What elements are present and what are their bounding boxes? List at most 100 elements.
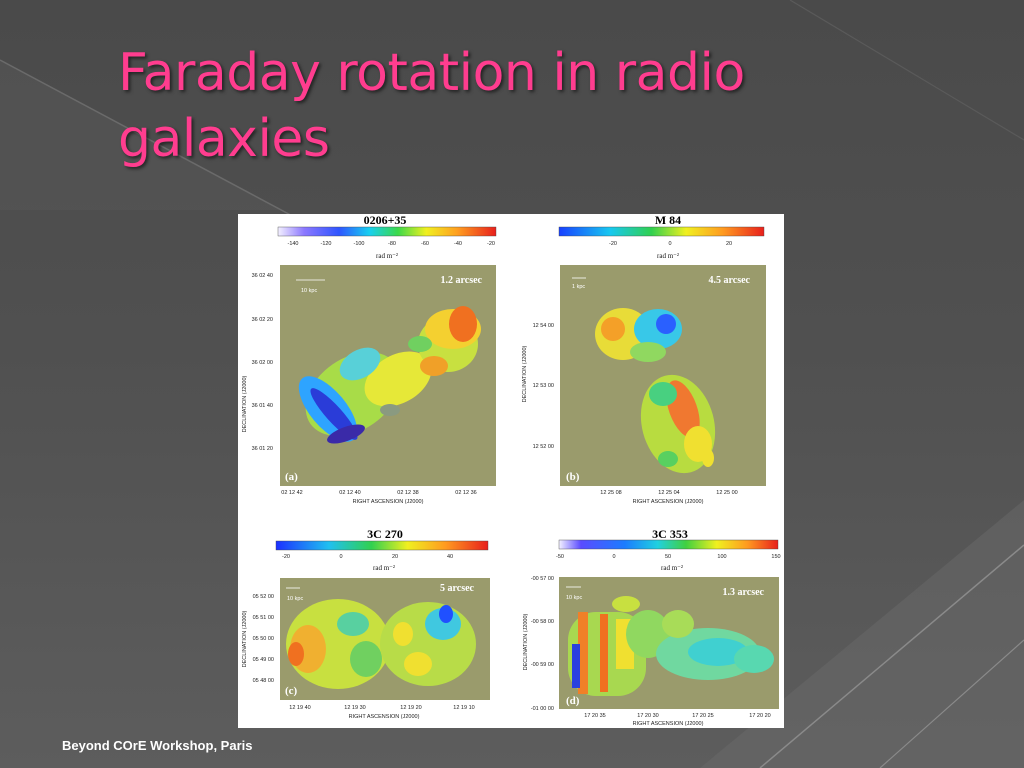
panel-a-title: 0206+35 <box>364 214 407 227</box>
panel-b-colorbar-ticks: -20 0 20 <box>609 241 732 247</box>
panel-c-label: (c) <box>285 685 298 697</box>
panel-c-ra-tick: 12 19 20 <box>400 705 421 711</box>
panel-a-ra-tick: 02 12 38 <box>397 490 418 496</box>
panel-c-dec-ticks: 05 52 00 05 51 00 05 50 00 05 49 00 05 4… <box>253 594 274 684</box>
panel-d-ra-tick: 17 20 25 <box>692 713 713 719</box>
panel-a-dec-tick: 36 02 20 <box>252 317 273 323</box>
panel-d-cb-tick: 50 <box>665 554 671 560</box>
panel-a: 0206+35 -140 -120 -100 -80 -60 -40 -20 r… <box>242 213 497 505</box>
panel-d-ra-tick: 17 20 30 <box>637 713 658 719</box>
panel-a-cb-tick: -20 <box>487 241 495 247</box>
panel-a-cb-tick: -60 <box>421 241 429 247</box>
panel-c-colorbar <box>275 540 489 551</box>
panel-d-scale-label: 10 kpc <box>566 595 582 601</box>
panel-a-cb-tick: -80 <box>388 241 396 247</box>
panel-c-cb-tick: -20 <box>282 554 290 560</box>
panel-d-dec-tick: -00 58 00 <box>531 619 554 625</box>
slide-title: Faraday rotation in radio galaxies <box>118 43 745 169</box>
panel-c: 3C 270 -20 0 20 40 rad m⁻² 10 kpc 5 arcs… <box>242 527 490 720</box>
panel-d-dec-tick: -00 59 00 <box>531 662 554 668</box>
panel-a-ra-tick: 02 12 42 <box>281 490 302 496</box>
panel-b-dec-tick: 12 52 00 <box>533 444 554 450</box>
panel-b-dec-tick: 12 53 00 <box>533 383 554 389</box>
panel-b-scale-label: 1 kpc <box>572 284 585 290</box>
panel-c-ra-tick: 12 19 40 <box>289 705 310 711</box>
faraday-rm-figure: 0206+35 -140 -120 -100 -80 -60 -40 -20 r… <box>238 213 784 728</box>
panel-b-ra-tick: 12 25 08 <box>600 490 621 496</box>
panel-d-resolution: 1.3 arcsec <box>723 587 765 598</box>
panel-d-cb-tick: 100 <box>717 554 726 560</box>
panel-a-scale-label: 10 kpc <box>301 288 317 294</box>
panel-a-rm-image <box>298 306 481 444</box>
panel-c-dec-tick: 05 51 00 <box>253 615 274 621</box>
panel-d-cb-tick: -50 <box>556 554 564 560</box>
panel-a-ra-ticks: 02 12 42 02 12 40 02 12 38 02 12 36 <box>281 490 476 496</box>
panel-c-dec-tick: 05 49 00 <box>253 657 274 663</box>
panel-d-ra-tick: 17 20 35 <box>584 713 605 719</box>
panel-c-xlabel: RIGHT ASCENSION (J2000) <box>349 714 420 720</box>
panel-c-resolution: 5 arcsec <box>440 583 475 594</box>
panel-d-colorbar <box>558 539 779 550</box>
panel-d-label: (d) <box>566 695 580 707</box>
panel-a-cb-tick: -120 <box>320 241 331 247</box>
panel-a-colorbar-ticks: -140 -120 -100 -80 -60 -40 -20 <box>287 241 494 247</box>
panel-c-ra-tick: 12 19 30 <box>344 705 365 711</box>
panel-d-ra-tick: 17 20 20 <box>749 713 770 719</box>
panel-c-unit: rad m⁻² <box>373 564 395 572</box>
panel-c-title: 3C 270 <box>367 527 403 541</box>
panel-d-dec-ticks: -00 57 00 -00 58 00 -00 59 00 -01 00 00 <box>531 576 554 712</box>
panel-d-colorbar-ticks: -50 0 50 100 150 <box>556 554 781 560</box>
panel-a-xlabel: RIGHT ASCENSION (J2000) <box>353 499 424 505</box>
panel-c-ra-ticks: 12 19 40 12 19 30 12 19 20 12 19 10 <box>289 705 474 711</box>
panel-c-ra-tick: 12 19 10 <box>453 705 474 711</box>
panel-c-cb-tick: 40 <box>447 554 453 560</box>
panel-d-dec-tick: -01 00 00 <box>531 706 554 712</box>
panel-b-unit: rad m⁻² <box>657 252 679 260</box>
panel-d-dec-tick: -00 57 00 <box>531 576 554 582</box>
panel-a-dec-ticks: 36 02 40 36 02 20 36 02 00 36 01 40 36 0… <box>252 273 273 452</box>
panel-b-label: (b) <box>566 471 580 483</box>
panel-c-colorbar-ticks: -20 0 20 40 <box>282 554 453 560</box>
panel-d-cb-tick: 150 <box>771 554 780 560</box>
panel-c-cb-tick: 0 <box>339 554 342 560</box>
panel-b-xlabel: RIGHT ASCENSION (J2000) <box>633 499 704 505</box>
panel-a-dec-tick: 36 01 40 <box>252 403 273 409</box>
panel-a-colorbar <box>277 226 497 237</box>
panel-c-scale-label: 10 kpc <box>287 596 303 602</box>
panel-a-dec-tick: 36 02 40 <box>252 273 273 279</box>
panel-b-dec-ticks: 12 54 00 12 53 00 12 52 00 <box>533 323 554 450</box>
panel-d-xlabel: RIGHT ASCENSION (J2000) <box>633 721 704 727</box>
panel-b-ra-tick: 12 25 04 <box>658 490 679 496</box>
panel-d-rm-image <box>568 596 774 696</box>
panel-a-ra-tick: 02 12 40 <box>339 490 360 496</box>
panel-b-colorbar <box>558 226 765 237</box>
panel-d-ra-ticks: 17 20 35 17 20 30 17 20 25 17 20 20 <box>584 713 770 719</box>
slide-footer: Beyond COrE Workshop, Paris <box>62 738 253 753</box>
panel-c-cb-tick: 20 <box>392 554 398 560</box>
panel-a-ylabel: DECLINATION (J2000) <box>242 375 248 432</box>
panel-a-dec-tick: 36 01 20 <box>252 446 273 452</box>
panel-b: M 84 -20 0 20 rad m⁻² 1 kpc 4.5 arcsec (… <box>522 213 766 505</box>
panel-b-ra-tick: 12 25 00 <box>716 490 737 496</box>
panel-d-ylabel: DECLINATION (J2000) <box>523 613 529 670</box>
panel-a-dec-tick: 36 02 00 <box>252 360 273 366</box>
panel-c-dec-tick: 05 52 00 <box>253 594 274 600</box>
panel-b-resolution: 4.5 arcsec <box>709 275 751 286</box>
panel-c-rm-image <box>286 599 476 689</box>
panel-b-cb-tick: 0 <box>668 241 671 247</box>
panel-d-cb-tick: 0 <box>612 554 615 560</box>
panel-d: 3C 353 -50 0 50 100 150 rad m⁻² 10 kpc 1… <box>523 527 781 727</box>
panel-a-cb-tick: -40 <box>454 241 462 247</box>
panel-c-dec-tick: 05 48 00 <box>253 678 274 684</box>
panel-b-rm-image <box>595 308 716 474</box>
panel-b-title: M 84 <box>655 214 681 227</box>
panel-c-dec-tick: 05 50 00 <box>253 636 274 642</box>
panel-a-cb-tick: -100 <box>353 241 364 247</box>
panel-b-dec-tick: 12 54 00 <box>533 323 554 329</box>
panel-d-title: 3C 353 <box>652 527 688 541</box>
panel-a-unit: rad m⁻² <box>376 252 398 260</box>
panel-b-cb-tick: -20 <box>609 241 617 247</box>
panel-b-cb-tick: 20 <box>726 241 732 247</box>
panel-d-unit: rad m⁻² <box>661 564 683 572</box>
panel-a-cb-tick: -140 <box>287 241 298 247</box>
